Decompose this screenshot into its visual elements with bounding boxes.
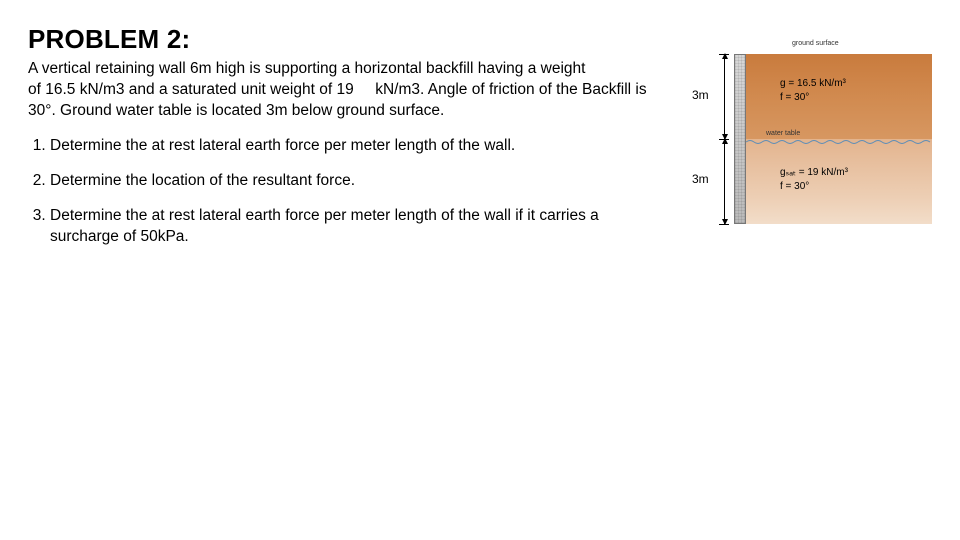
retaining-wall: [734, 54, 746, 224]
water-table-line: [746, 139, 932, 145]
dimension-label-upper: 3m: [692, 88, 709, 102]
question-item: Determine the location of the resultant …: [50, 171, 664, 192]
water-table-label: water table: [766, 130, 800, 137]
dimension-lower: [724, 139, 725, 224]
dimension-upper: [724, 54, 725, 139]
ground-surface-label: ground surface: [792, 40, 839, 47]
questions-list: Determine the at rest lateral earth forc…: [28, 136, 664, 248]
phi-upper: f = 30°: [780, 92, 809, 103]
problem-title: PROBLEM 2:: [28, 24, 664, 55]
text-column: PROBLEM 2: A vertical retaining wall 6m …: [28, 24, 664, 261]
phi-lower: f = 30°: [780, 181, 809, 192]
layer-label-lower: gₛₐₜ = 19 kN/m³ f = 30°: [780, 166, 848, 193]
gamma-sat-lower: gₛₐₜ = 19 kN/m³: [780, 167, 848, 178]
question-item: Determine the at rest lateral earth forc…: [50, 136, 664, 157]
question-item: Determine the at rest lateral earth forc…: [50, 206, 664, 248]
layer-label-upper: g = 16.5 kN/m³ f = 30°: [780, 77, 846, 104]
gamma-upper: g = 16.5 kN/m³: [780, 78, 846, 89]
dimension-label-lower: 3m: [692, 172, 709, 186]
soil-diagram: ground surface water table 3m 3m g = 16.…: [684, 42, 932, 242]
problem-statement: A vertical retaining wall 6m high is sup…: [28, 59, 664, 122]
